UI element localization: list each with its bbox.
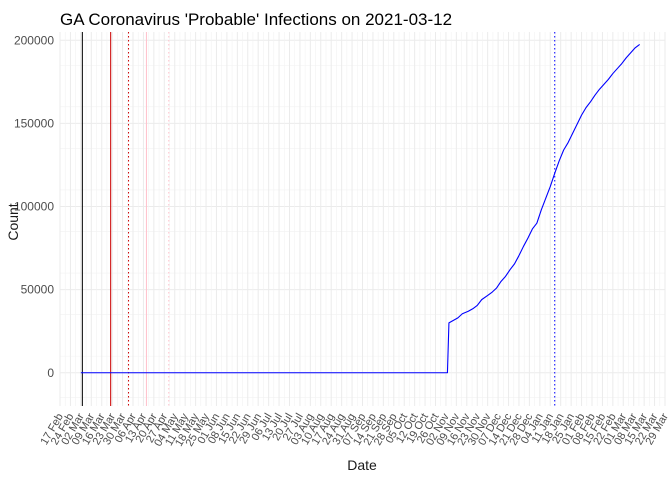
- y-axis-title: Count: [5, 203, 21, 240]
- y-tick-label: 200000: [14, 33, 54, 47]
- y-tick-label: 50000: [21, 283, 55, 297]
- y-tick-label: 150000: [14, 116, 54, 130]
- chart-title: GA Coronavirus 'Probable' Infections on …: [60, 10, 452, 29]
- series-layer: [80, 44, 640, 374]
- y-tick-label: 0: [47, 366, 54, 380]
- y-tick-label: 100000: [14, 200, 54, 214]
- grid-layer: [59, 32, 666, 406]
- series-line: [80, 44, 640, 374]
- x-axis-title: Date: [347, 457, 377, 473]
- y-axis-ticks: 0 50000 100000 150000 200000: [14, 33, 54, 379]
- reference-lines: [81, 32, 556, 406]
